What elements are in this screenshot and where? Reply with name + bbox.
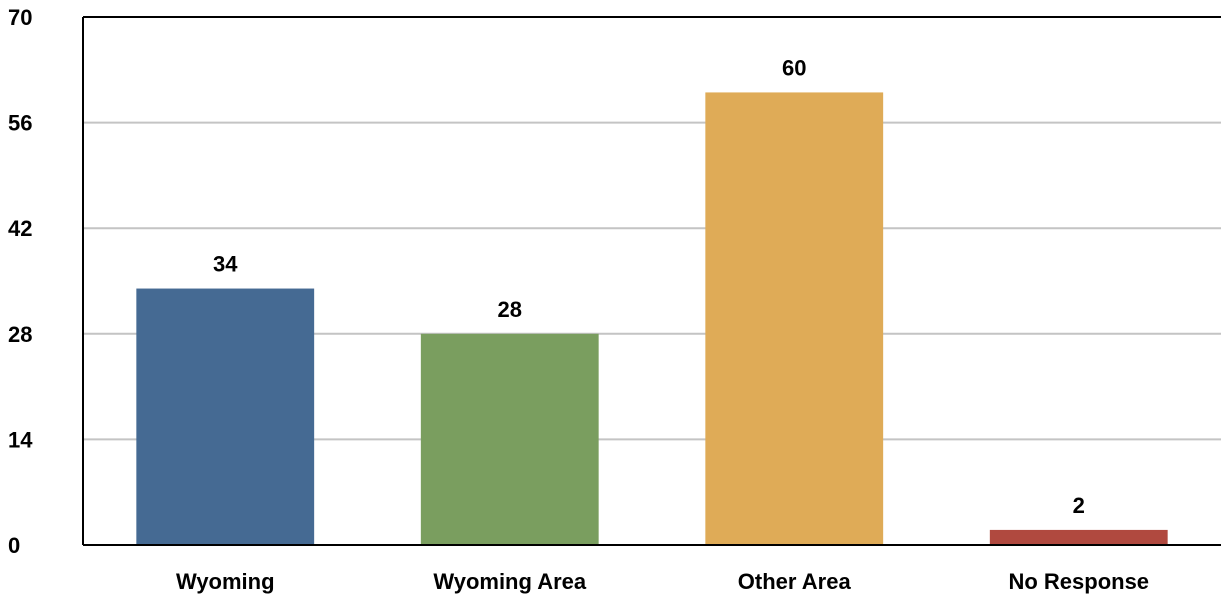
y-tick-label: 56: [8, 111, 32, 136]
data-label: 34: [213, 252, 238, 277]
bars: [136, 92, 1168, 545]
x-category-label: Other Area: [738, 569, 852, 594]
y-axis-tick-labels: 0 14 28 42 56 70: [8, 5, 33, 558]
x-category-label: Wyoming: [176, 569, 275, 594]
bar-wyoming: [136, 288, 315, 545]
bar-no-response: [989, 529, 1168, 545]
y-tick-label: 28: [8, 322, 32, 347]
bar-wyoming-area: [420, 333, 599, 545]
data-label: 60: [782, 55, 806, 80]
category-labels: Wyoming Wyoming Area Other Area No Response: [176, 569, 1149, 594]
data-label: 28: [498, 297, 522, 322]
bar-other-area: [705, 92, 884, 545]
data-labels: 34 28 60 2: [213, 55, 1085, 517]
x-category-label: Wyoming Area: [433, 569, 587, 594]
y-tick-label: 70: [8, 5, 32, 30]
y-tick-label: 0: [8, 533, 20, 558]
data-label: 2: [1073, 493, 1085, 518]
x-category-label: No Response: [1008, 569, 1149, 594]
y-tick-label: 14: [8, 427, 33, 452]
y-tick-label: 42: [8, 216, 32, 241]
